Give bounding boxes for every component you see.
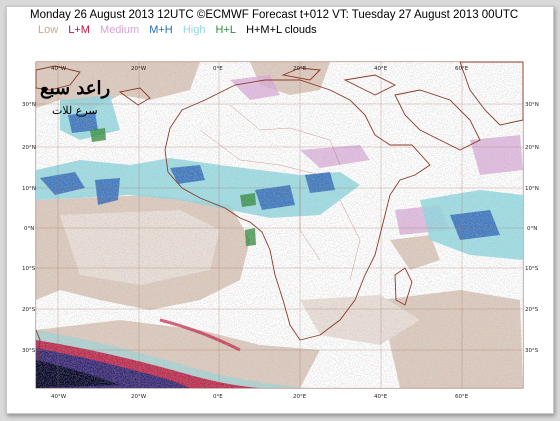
lat-label: 20°S: [22, 307, 36, 313]
lat-label: 10°S: [22, 266, 36, 272]
lat-label: 20°N: [22, 145, 36, 151]
graticule: [36, 62, 523, 388]
lat-labels-left: 30°N 20°N 10°N 0°N 10°S 20°S 30°S: [22, 102, 36, 354]
legend-low: Low: [38, 24, 59, 36]
lon-labels-bottom: 40°W 20°W 0°E 20°E 40°E 60°E: [51, 394, 469, 400]
lon-label: 0°E: [213, 66, 223, 72]
lon-labels-top: 40°W 20°W 0°E 20°E 40°E 60°E: [51, 66, 469, 72]
lon-label: 0°E: [213, 394, 223, 400]
lon-label: 20°E: [293, 394, 307, 400]
country-borders: [199, 104, 361, 281]
lat-label: 30°N: [22, 102, 36, 108]
cloud-layers: [36, 62, 523, 388]
lat-label: 30°N: [525, 102, 539, 108]
lon-label: 40°E: [374, 66, 388, 72]
lat-label: 20°S: [525, 307, 539, 313]
map-title: Monday 26 August 2013 12UTC ©ECMWF Forec…: [30, 9, 519, 21]
lat-label: 30°S: [22, 348, 36, 354]
watermark-logo-subtext: سرع للات: [52, 104, 98, 117]
lat-labels-right: 30°N 20°N 10°N 0°N 10°S 20°S 30°S: [525, 102, 539, 354]
cloud-legend: Low L+M Medium M+H High H+L H+M+L clouds: [38, 24, 324, 36]
legend-high: High: [182, 24, 206, 36]
legend-medium: Medium: [100, 24, 140, 36]
legend-medium-high: M+H: [149, 24, 173, 36]
lat-label: 20°N: [525, 145, 539, 151]
coastlines: [35, 61, 524, 361]
lon-label: 60°E: [455, 66, 469, 72]
lon-label: 20°W: [131, 394, 147, 400]
legend-high-low: H+L: [215, 24, 237, 36]
lat-label: 0°N: [527, 226, 537, 232]
lat-label: 10°S: [525, 266, 539, 272]
lon-label: 20°E: [293, 66, 307, 72]
lon-label: 40°E: [374, 394, 388, 400]
legend-low-medium: L+M: [68, 24, 90, 36]
lat-label: 30°S: [525, 348, 539, 354]
lon-label: 40°W: [51, 66, 67, 72]
legend-all-clouds: H+M+L clouds: [246, 24, 317, 36]
lon-label: 20°W: [131, 66, 147, 72]
lon-label: 60°E: [455, 394, 469, 400]
lat-label: 0°N: [24, 226, 34, 232]
lon-label: 40°W: [51, 394, 67, 400]
watermark-logo: راعد سبع: [40, 78, 111, 99]
lat-label: 10°N: [22, 186, 36, 192]
lat-label: 10°N: [525, 186, 539, 192]
